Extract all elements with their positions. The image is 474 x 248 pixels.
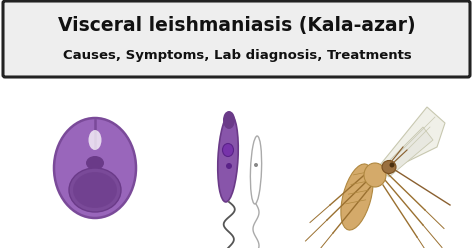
Ellipse shape: [69, 168, 121, 212]
Ellipse shape: [226, 163, 232, 169]
Ellipse shape: [250, 136, 262, 204]
Polygon shape: [380, 107, 445, 170]
Ellipse shape: [364, 163, 386, 187]
Ellipse shape: [390, 162, 394, 167]
Ellipse shape: [223, 111, 235, 129]
Ellipse shape: [222, 144, 234, 156]
Text: Visceral leishmaniasis (Kala-azar): Visceral leishmaniasis (Kala-azar): [58, 17, 416, 35]
Ellipse shape: [86, 156, 104, 170]
Ellipse shape: [254, 163, 258, 167]
Polygon shape: [380, 127, 433, 177]
Ellipse shape: [73, 172, 117, 208]
Ellipse shape: [382, 160, 396, 174]
Text: Causes, Symptoms, Lab diagnosis, Treatments: Causes, Symptoms, Lab diagnosis, Treatme…: [63, 49, 411, 62]
FancyBboxPatch shape: [3, 1, 470, 77]
Ellipse shape: [218, 114, 238, 202]
Ellipse shape: [54, 118, 136, 218]
Ellipse shape: [341, 164, 373, 230]
Ellipse shape: [89, 130, 101, 150]
